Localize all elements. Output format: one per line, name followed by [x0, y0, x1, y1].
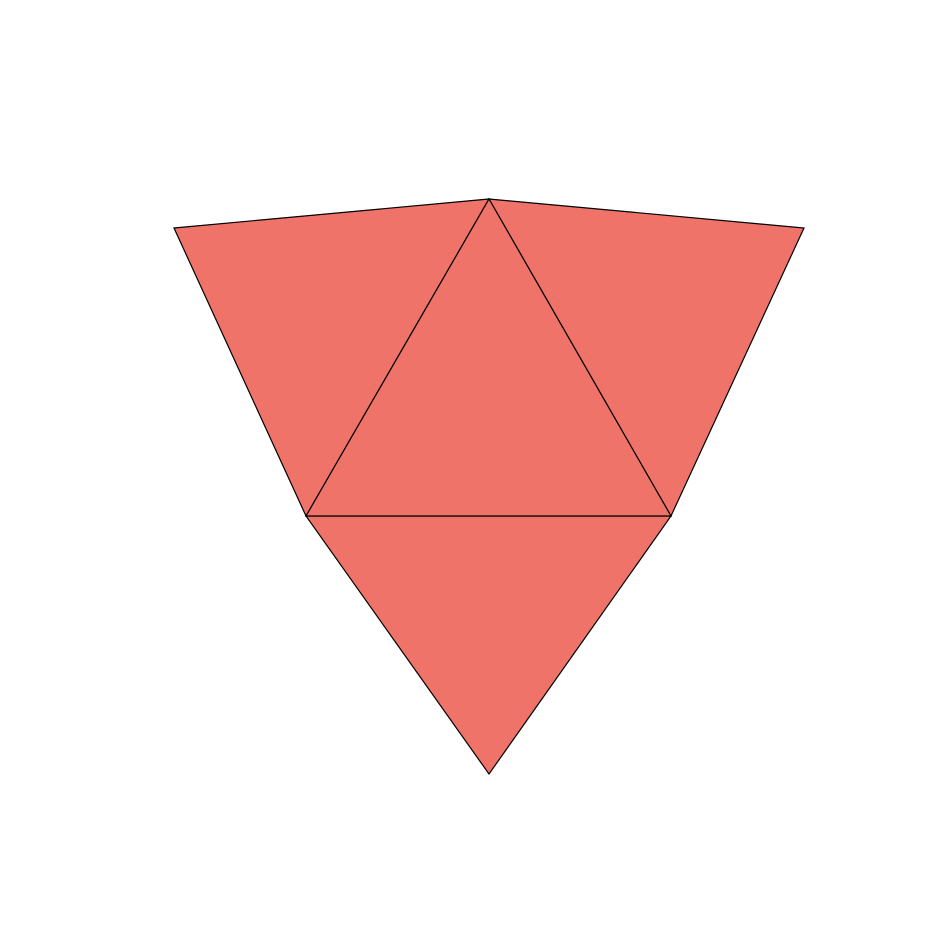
face-bottom — [304, 515, 673, 776]
face-center — [304, 197, 673, 517]
